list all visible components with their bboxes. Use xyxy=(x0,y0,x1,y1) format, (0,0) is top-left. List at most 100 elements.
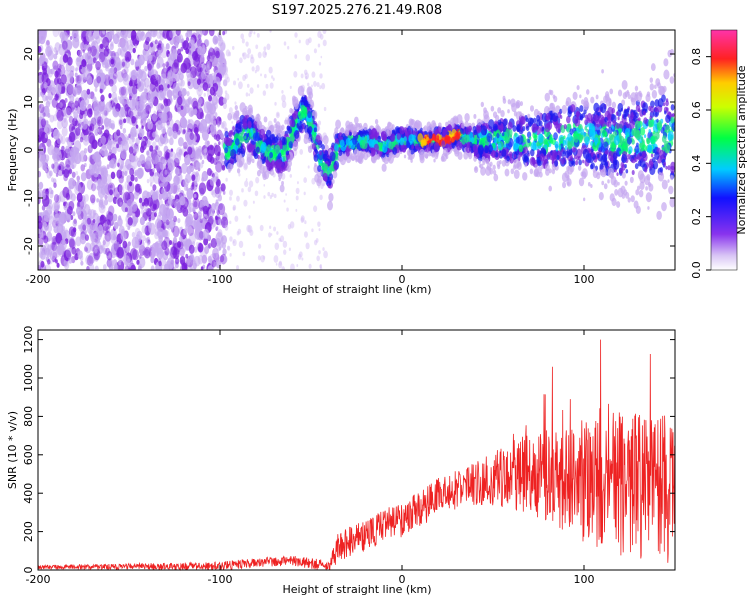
spectrogram-cell xyxy=(276,231,279,235)
spectrogram-cell xyxy=(407,156,411,160)
spectrogram-cell xyxy=(273,255,279,263)
spectrogram-cell xyxy=(297,253,302,260)
spectrogram-cell xyxy=(496,160,501,167)
spectrogram-cell xyxy=(260,73,262,77)
spectrogram-cell xyxy=(293,70,298,78)
spectrogram-cell xyxy=(316,82,320,88)
spectrogram-cell xyxy=(204,39,210,47)
spectrogram-cell xyxy=(328,193,334,202)
spectrogram-cell xyxy=(208,242,212,249)
spectrogram-cell xyxy=(214,112,218,118)
spectrogram-cell xyxy=(464,112,470,122)
spectrogram-cell xyxy=(147,63,152,71)
spectrogram-cell xyxy=(541,165,544,170)
spectrogram-cell xyxy=(120,231,127,241)
spectrogram-cell xyxy=(522,171,528,181)
spectrogram-cell xyxy=(64,98,68,103)
spectrogram-cell xyxy=(242,251,246,257)
spectrogram-cell xyxy=(53,182,57,189)
spectrogram-cell xyxy=(203,237,209,246)
spectrogram-cell xyxy=(58,43,62,49)
spectrogram-cell xyxy=(122,204,126,209)
spectrogram-cell xyxy=(134,44,138,49)
spectrogram-cell xyxy=(206,55,211,61)
spectrogram-cell xyxy=(477,145,484,156)
spectrogram-cell xyxy=(159,203,167,216)
spectrogram-cell xyxy=(217,229,223,238)
spectrogram-cell xyxy=(158,112,162,119)
spectrogram-cell xyxy=(323,106,327,112)
spectrogram-cell xyxy=(165,219,170,226)
spectrogram-cell xyxy=(241,38,245,44)
spectrogram-cell xyxy=(56,133,63,145)
spectrogram-cell xyxy=(256,84,260,88)
spectrogram-cell xyxy=(241,188,244,193)
spectrogram-cell xyxy=(232,126,235,131)
spectrogram-cell xyxy=(109,31,114,40)
spectrogram-cell xyxy=(244,180,249,188)
spectrogram-cell xyxy=(423,125,428,131)
spectrogram-cell xyxy=(227,245,231,251)
spectrogram-cell xyxy=(184,217,192,230)
spectrogram-cell xyxy=(643,134,647,139)
spectrogram-cell xyxy=(224,93,230,101)
spectrogram-cell xyxy=(242,122,247,130)
spectrogram-cell xyxy=(601,180,605,186)
spectrogram-cell xyxy=(202,126,207,133)
spectrogram-cell xyxy=(102,239,106,246)
spectrogram-cell xyxy=(99,188,103,194)
spectrogram-cell xyxy=(77,250,83,260)
spectrogram-cell xyxy=(651,89,658,99)
spectrogram-cell xyxy=(650,135,656,145)
spectrogram-cell xyxy=(164,134,168,139)
spectrogram-cell xyxy=(58,161,65,171)
spectrogram-cell xyxy=(206,110,212,119)
spectrogram-cell xyxy=(163,236,171,249)
spectrogram-cell xyxy=(548,185,553,192)
spectrogram-cell xyxy=(273,226,277,232)
spectrogram-cell xyxy=(44,154,50,162)
spectrogram-cell xyxy=(212,35,219,45)
spectrogram-cell xyxy=(460,128,464,134)
spectrogram-cell xyxy=(583,197,586,202)
spectrogram-cell xyxy=(154,80,159,87)
spectrogram-cell xyxy=(546,121,553,130)
spectrogram-cell xyxy=(127,216,133,226)
spectrogram-cell xyxy=(561,148,564,153)
spectrogram-cell xyxy=(615,111,619,116)
chart-title: S197.2025.276.21.49.R08 xyxy=(272,3,442,18)
spectrogram-cell xyxy=(57,63,62,71)
spectrogram-cell xyxy=(116,129,121,137)
spectrogram-cell xyxy=(650,153,654,158)
spectrogram-cell xyxy=(283,199,286,203)
spectrogram-cell xyxy=(81,120,88,130)
spectrogram-cell xyxy=(554,160,559,167)
spectrogram-cell xyxy=(588,125,595,136)
spectrogram-cell xyxy=(319,194,323,201)
spectrogram-cell xyxy=(211,259,217,268)
spectrogram-cell xyxy=(501,132,505,137)
spectrogram-cell xyxy=(481,156,486,163)
spectrogram-cell xyxy=(169,137,174,146)
spectrogram-cell xyxy=(245,41,249,47)
spectrogram-cell xyxy=(480,125,488,136)
spectrogram-cell xyxy=(47,258,51,265)
spectrogram-cell xyxy=(152,167,156,173)
spectrogram-cell xyxy=(314,162,317,167)
spectrogram-cell xyxy=(670,174,674,181)
spectrogram-cell xyxy=(99,43,104,50)
spectrogram-cell xyxy=(178,241,184,250)
spectrogram-cell xyxy=(248,93,251,97)
spectrogram-cell xyxy=(120,148,127,160)
spectrogram-cell xyxy=(109,189,113,196)
spectrogram-cell xyxy=(164,169,168,175)
spectrogram-cell xyxy=(161,187,166,196)
spectrogram-cell xyxy=(177,136,184,147)
spectrogram-cell xyxy=(281,137,287,146)
spectrogram-cell xyxy=(621,171,626,179)
spectrogram-cell xyxy=(295,187,300,195)
spectrogram-cell xyxy=(319,85,322,90)
spectrogram-cell xyxy=(229,220,232,225)
spectrogram-cell xyxy=(68,135,73,143)
spectrogram-cell xyxy=(669,76,675,84)
